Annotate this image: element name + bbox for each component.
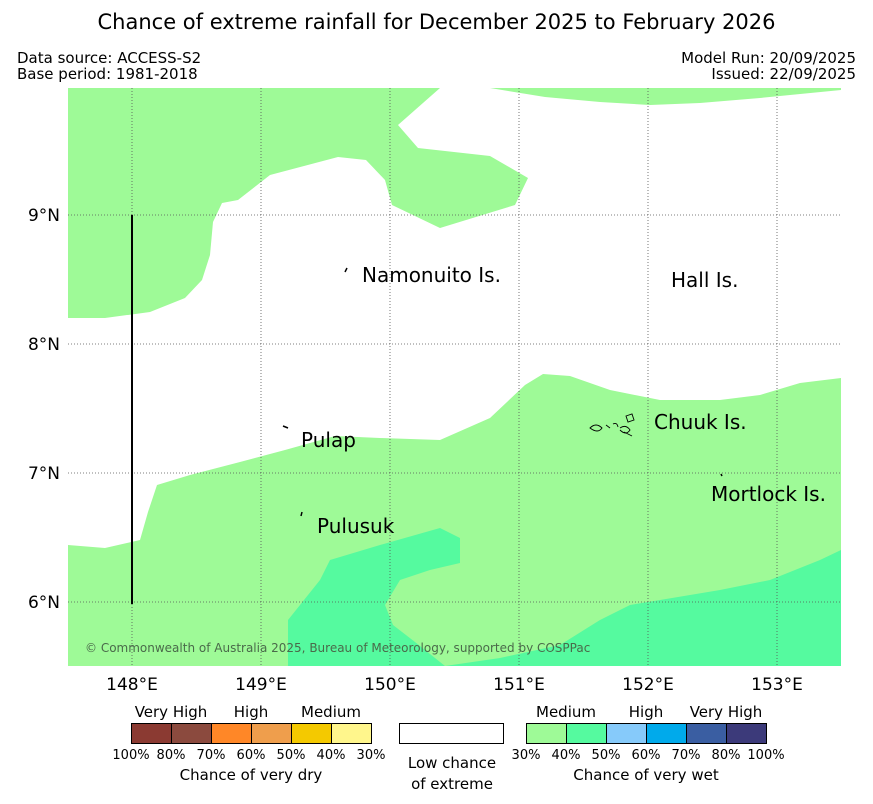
longitude-label: 153°E <box>751 675 803 695</box>
dry-caption: Chance of very dry <box>179 766 323 784</box>
medium-wet-region-northeast <box>490 88 841 105</box>
meta-right: Model Run: 20/09/2025 Issued: 22/09/2025 <box>681 50 856 82</box>
copyright-notice: © Commonwealth of Australia 2025, Bureau… <box>85 641 590 655</box>
data-source-text: Data source: ACCESS-S2 <box>17 49 202 67</box>
wet-tick-label: 80% <box>711 748 741 763</box>
place-label-chuuk: Chuuk Is. <box>654 410 747 434</box>
latitude-label: 8°N <box>28 335 60 355</box>
wet-heading: Medium <box>536 703 596 721</box>
longitude-label: 151°E <box>493 675 545 695</box>
dry-tick-label: 80% <box>156 748 186 763</box>
pulap-island-shape <box>282 425 289 429</box>
wet-tick-label: 60% <box>631 748 661 763</box>
latitude-label: 7°N <box>28 464 60 484</box>
wet-swatch <box>646 723 687 744</box>
medium-wet-region-north <box>68 88 528 318</box>
dry-swatch <box>171 723 212 744</box>
neutral-caption-line2: of extreme <box>411 775 493 793</box>
wet-tick-label: 100% <box>747 748 785 763</box>
longitude-label: 149°E <box>235 675 287 695</box>
meta-left: Data source: ACCESS-S2 Base period: 1981… <box>17 50 201 82</box>
dry-swatch <box>251 723 292 744</box>
wet-swatch <box>606 723 647 744</box>
base-period-text: Base period: 1981-2018 <box>17 65 198 83</box>
place-label-hall: Hall Is. <box>671 268 738 292</box>
neutral-caption-line1: Low chance <box>407 754 497 772</box>
wet-heading: Very High <box>689 703 763 721</box>
place-label-namonuito: Namonuito Is. <box>362 263 501 287</box>
neutral-swatch <box>399 723 504 744</box>
dry-tick-label: 100% <box>112 748 150 763</box>
dry-tick-label: 50% <box>276 748 306 763</box>
place-label-mortlock: Mortlock Is. <box>711 482 826 506</box>
dry-tick-label: 30% <box>356 748 386 763</box>
map-title: Chance of extreme rainfall for December … <box>97 10 776 34</box>
high-wet-region-east <box>445 550 841 666</box>
mortlock-island-shape <box>720 473 723 477</box>
latitude-labels: 9°N 8°N 7°N 6°N <box>28 206 60 613</box>
dry-tick-label: 60% <box>236 748 266 763</box>
longitude-label: 148°E <box>106 675 158 695</box>
dry-tick-label: 40% <box>316 748 346 763</box>
pulusuk-island-shape <box>300 511 303 517</box>
model-run-text: Model Run: 20/09/2025 <box>681 49 856 67</box>
chuuk-island-shape <box>589 413 635 437</box>
high-wet-region-west <box>288 528 460 666</box>
wet-caption: Chance of very wet <box>573 766 719 784</box>
dry-swatch <box>211 723 252 744</box>
wet-tick-label: 70% <box>671 748 701 763</box>
place-label-pulap: Pulap <box>301 428 356 452</box>
longitude-labels: 148°E 149°E 150°E 151°E 152°E 153°E <box>106 675 803 695</box>
latitude-label: 6°N <box>28 593 60 613</box>
namonuito-island-shape <box>344 267 348 273</box>
wet-heading: High <box>628 703 664 721</box>
map-field: © Commonwealth of Australia 2025, Bureau… <box>68 88 841 666</box>
graticule <box>68 88 841 666</box>
neutral-caption: Low chance of extreme <box>380 753 524 795</box>
place-label-pulusuk: Pulusuk <box>317 514 395 538</box>
dry-swatch <box>331 723 372 744</box>
longitude-label: 150°E <box>364 675 416 695</box>
wet-swatch <box>726 723 767 744</box>
wet-tick-label: 40% <box>551 748 581 763</box>
dry-heading: High <box>233 703 269 721</box>
wet-tick-label: 50% <box>591 748 621 763</box>
wet-swatch <box>686 723 727 744</box>
dry-heading: Medium <box>301 703 361 721</box>
dry-heading: Very High <box>134 703 208 721</box>
issued-text: Issued: 22/09/2025 <box>711 65 856 83</box>
dry-tick-label: 70% <box>196 748 226 763</box>
wet-swatch <box>566 723 607 744</box>
dry-swatch <box>131 723 172 744</box>
longitude-label: 152°E <box>622 675 674 695</box>
wet-tick-label: 30% <box>511 748 541 763</box>
dry-swatch <box>291 723 332 744</box>
latitude-label: 9°N <box>28 206 60 226</box>
wet-swatch <box>526 723 567 744</box>
